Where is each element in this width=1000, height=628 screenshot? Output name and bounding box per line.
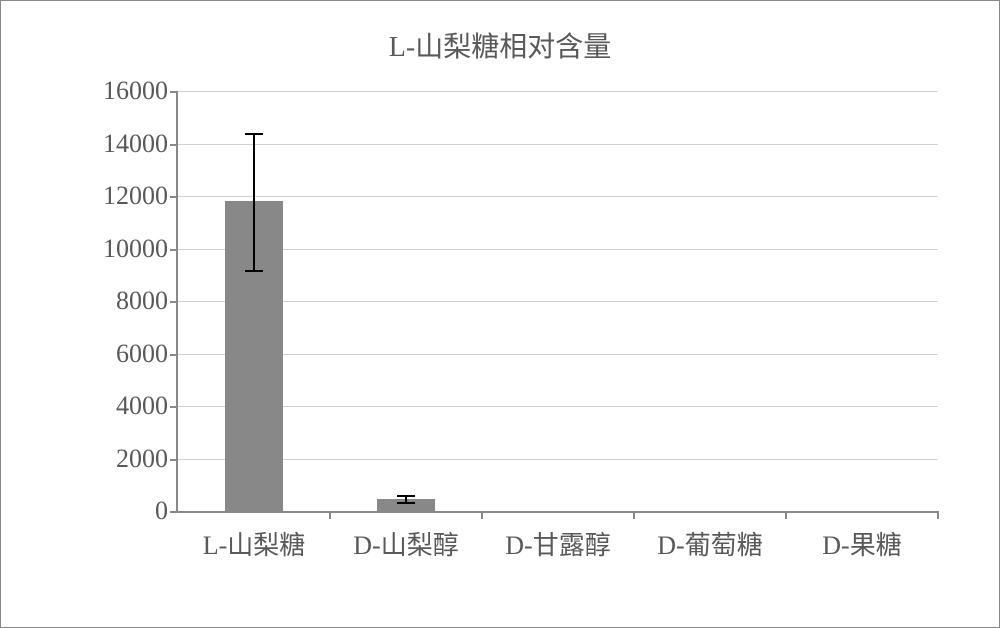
y-tick-mark xyxy=(170,406,178,408)
gridline xyxy=(178,144,938,145)
x-tick-mark xyxy=(785,511,787,519)
y-tick-mark xyxy=(170,459,178,461)
x-tick-label: L-山梨糖 xyxy=(203,525,306,562)
y-tick-mark xyxy=(170,144,178,146)
x-tick-label: D-葡萄糖 xyxy=(657,525,762,562)
chart-container: L-山梨糖相对含量 020004000600080001000012000140… xyxy=(0,0,1000,628)
gridline xyxy=(178,249,938,250)
y-tick-label: 4000 xyxy=(116,391,168,421)
y-tick-label: 0 xyxy=(155,496,168,526)
y-tick-mark xyxy=(170,91,178,93)
error-bar-stem xyxy=(253,133,255,270)
y-tick-label: 8000 xyxy=(116,286,168,316)
y-tick-label: 10000 xyxy=(103,234,168,264)
error-bar-cap-top xyxy=(397,495,415,497)
y-tick-label: 16000 xyxy=(103,76,168,106)
x-tick-mark xyxy=(481,511,483,519)
x-tick-mark xyxy=(937,511,939,519)
x-tick-mark xyxy=(329,511,331,519)
error-bar-cap-bottom xyxy=(245,270,263,272)
y-tick-label: 14000 xyxy=(103,129,168,159)
chart-title: L-山梨糖相对含量 xyxy=(1,25,999,65)
y-tick-label: 12000 xyxy=(103,181,168,211)
y-tick-mark xyxy=(170,301,178,303)
gridline xyxy=(178,406,938,407)
y-tick-mark xyxy=(170,249,178,251)
gridline xyxy=(178,91,938,92)
y-tick-label: 6000 xyxy=(116,339,168,369)
plot-area: 0200040006000800010000120001400016000L-山… xyxy=(176,91,938,513)
y-tick-mark xyxy=(170,354,178,356)
error-bar-cap-bottom xyxy=(397,502,415,504)
x-tick-label: D-山梨醇 xyxy=(353,525,458,562)
y-tick-mark xyxy=(170,511,178,513)
x-tick-label: D-果糖 xyxy=(822,525,901,562)
y-tick-mark xyxy=(170,196,178,198)
error-bar-cap-top xyxy=(245,133,263,135)
gridline xyxy=(178,459,938,460)
gridline xyxy=(178,301,938,302)
x-tick-label: D-甘露醇 xyxy=(505,525,610,562)
gridline xyxy=(178,354,938,355)
x-tick-mark xyxy=(633,511,635,519)
gridline xyxy=(178,196,938,197)
y-tick-label: 2000 xyxy=(116,444,168,474)
